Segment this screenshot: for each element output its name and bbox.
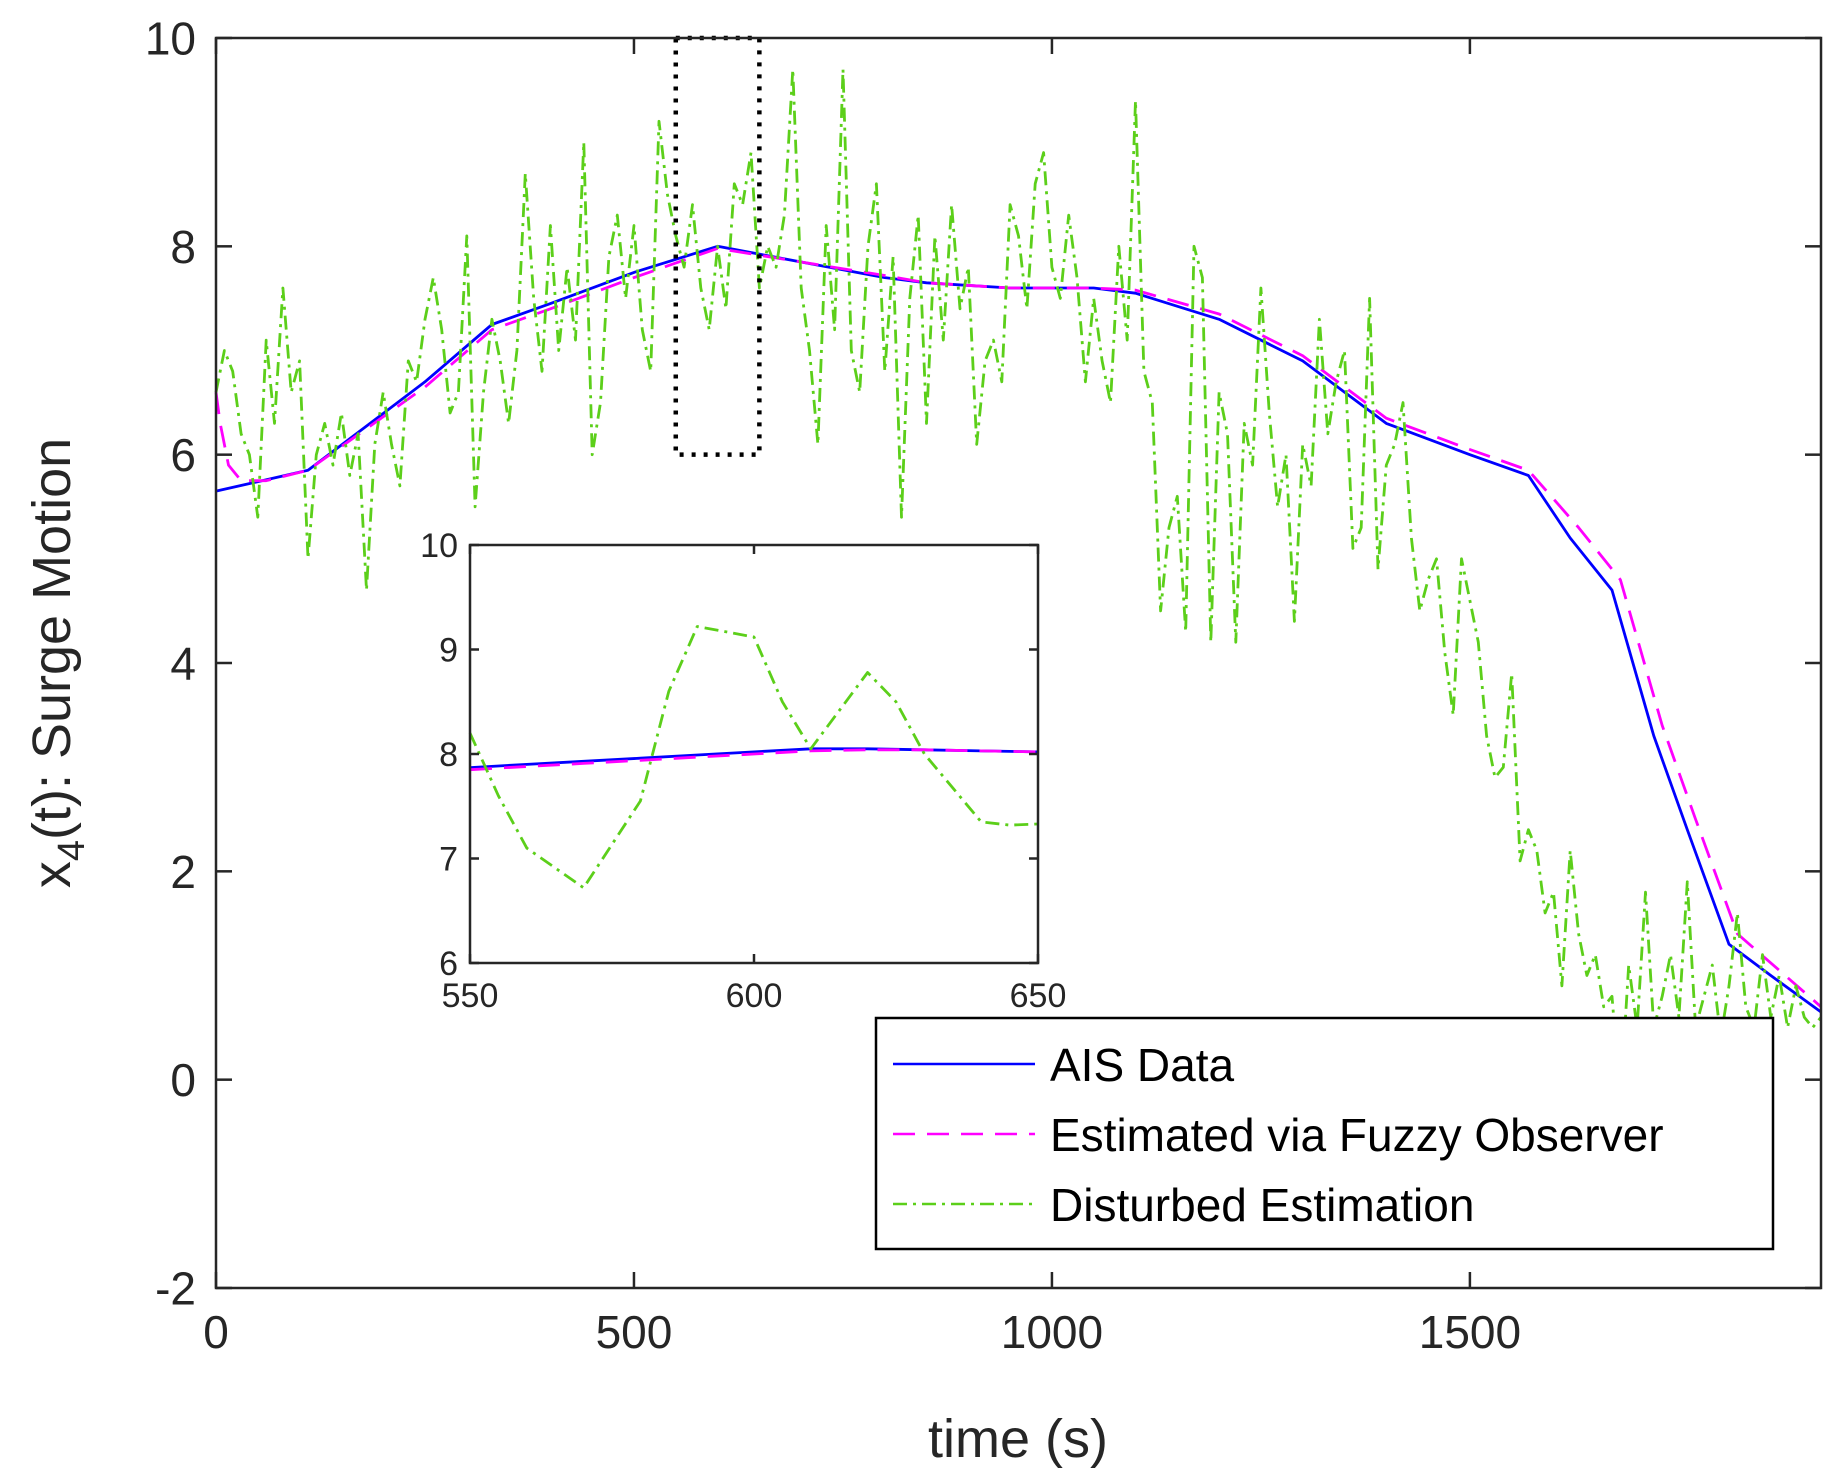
- main-x-ticks: 0 500 1000 1500: [203, 38, 1521, 1358]
- main-ytick-label: 10: [145, 13, 196, 65]
- main-ytick-label: 0: [170, 1054, 196, 1106]
- y-axis-title-subscript: 4: [51, 840, 93, 861]
- inset-ytick-label: 10: [420, 527, 458, 565]
- legend-box: [874, 1016, 1775, 1251]
- x-axis-title: time (s): [928, 1409, 1108, 1469]
- zoom-box: [673, 35, 762, 457]
- main-xtick-label: 1500: [1419, 1306, 1521, 1358]
- main-series-disturbed-estimation: [214, 67, 1823, 1102]
- inset-xtick-label: 650: [1010, 977, 1067, 1015]
- inset-ytick-label: 8: [439, 736, 458, 774]
- inset-ytick-label: 7: [439, 841, 458, 879]
- main-ytick-label: 6: [170, 429, 196, 481]
- zoom-box-group: [673, 35, 762, 457]
- inset-ytick-label: 9: [439, 632, 458, 670]
- main-ytick-label: 8: [170, 221, 196, 273]
- main-ytick-label: -2: [155, 1263, 196, 1315]
- y-axis-title-main: x: [22, 861, 82, 888]
- main-xtick-label: 1000: [1001, 1306, 1103, 1358]
- main-series-estimated-via-fuzzy-observer: [214, 246, 1822, 1008]
- inset-x-ticks: 550 600 650: [442, 545, 1067, 1015]
- inset-series-ais-data: [469, 747, 1039, 769]
- main-series-group: [214, 67, 1823, 1102]
- legend-label-fuzzy-observer: Estimated via Fuzzy Observer: [1050, 1109, 1664, 1161]
- inset-y-ticks: 6 7 8 9 10: [420, 527, 1038, 983]
- legend-label-ais-data: AIS Data: [1050, 1039, 1235, 1091]
- main-ytick-label: 2: [170, 846, 196, 898]
- y-axis-title-rest: (t): Surge Motion: [22, 438, 82, 840]
- main-y-ticks: -2 0 2 4 6 8 10: [145, 13, 1821, 1315]
- legend-label-disturbed-estimation: Disturbed Estimation: [1050, 1179, 1474, 1231]
- legend: AIS Data Estimated via Fuzzy Observer Di…: [874, 1016, 1775, 1251]
- main-ytick-label: 4: [170, 638, 196, 690]
- main-xtick-label: 500: [596, 1306, 673, 1358]
- inset-axes: 550 600 650 6 7 8 9 10: [420, 527, 1066, 1015]
- inset-series-estimated-via-fuzzy-observer: [469, 748, 1039, 772]
- main-xtick-label: 0: [203, 1306, 229, 1358]
- main-series-ais-data: [215, 244, 1822, 1014]
- inset-xtick-label: 600: [726, 977, 783, 1015]
- y-axis-title: x4(t): Surge Motion: [22, 438, 93, 888]
- inset-ytick-label: 6: [439, 945, 458, 983]
- inset-series-group: [468, 625, 1039, 890]
- inset-series-disturbed-estimation: [468, 625, 1039, 890]
- inset-xtick-label: 550: [442, 977, 499, 1015]
